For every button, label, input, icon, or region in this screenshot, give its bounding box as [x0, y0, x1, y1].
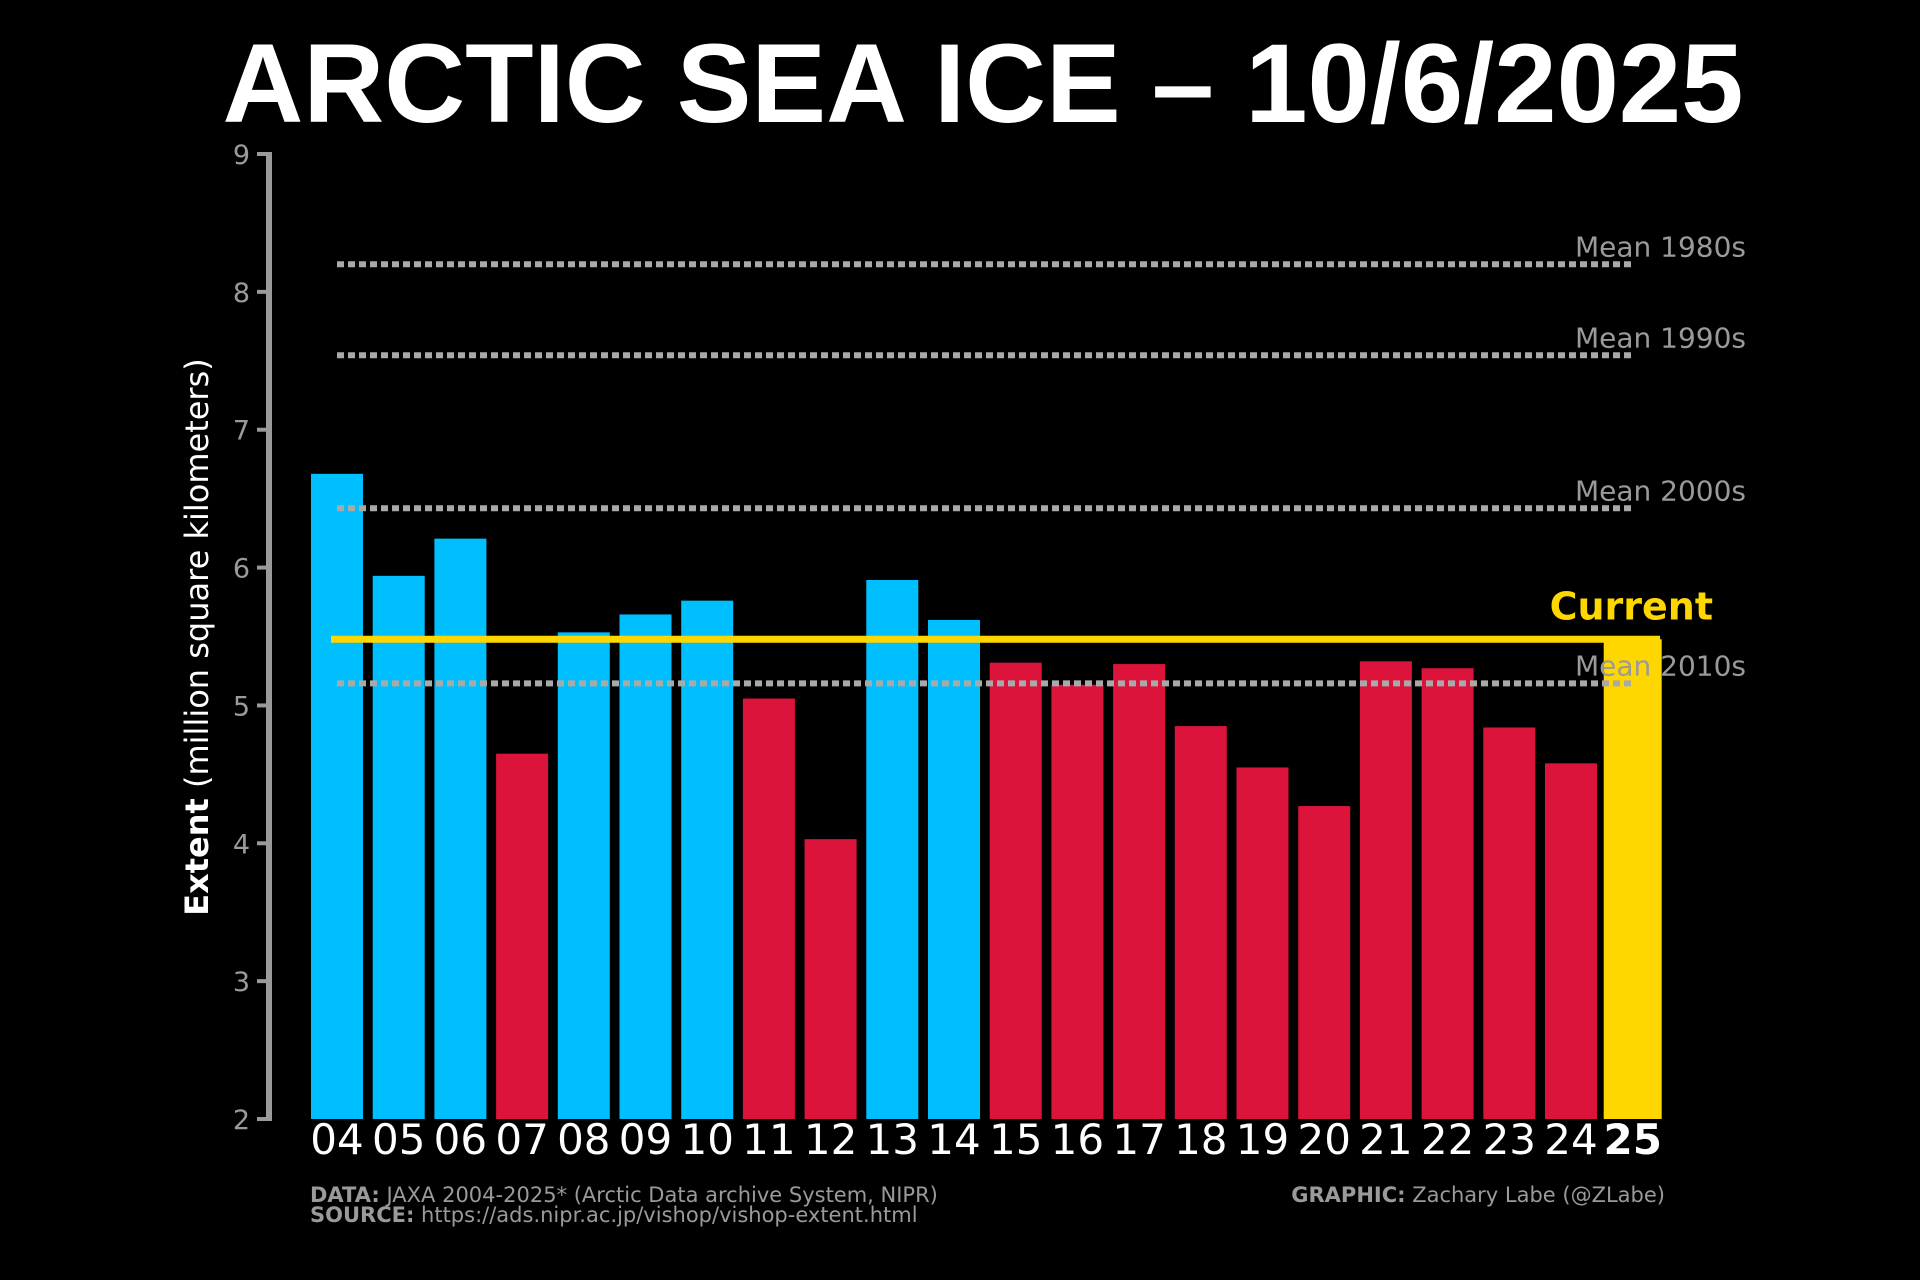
x-tick-09: 09 — [619, 1115, 672, 1164]
y-tick-label: 9 — [233, 140, 250, 171]
x-tick-20: 20 — [1297, 1115, 1350, 1164]
footer-source: SOURCE: https://ads.nipr.ac.jp/vishop/vi… — [310, 1203, 918, 1227]
x-tick-14: 14 — [927, 1115, 980, 1164]
bar-09 — [619, 614, 672, 1119]
bar-04 — [311, 473, 363, 1119]
y-tick-label: 2 — [233, 1105, 250, 1136]
y-axis-label-units: (million square kilometers) — [178, 358, 216, 798]
footer-graphic-text: Zachary Labe (@ZLabe) — [1406, 1183, 1665, 1207]
y-tick-label: 7 — [233, 416, 250, 447]
x-tick-18: 18 — [1174, 1115, 1227, 1164]
mean-line-label: Mean 1990s — [1575, 321, 1746, 354]
x-tick-25: 25 — [1603, 1115, 1661, 1164]
bar-22 — [1421, 668, 1474, 1119]
mean-line-label: Mean 1980s — [1575, 230, 1746, 263]
x-tick-labels: 04 05 06 07 08 09 10 11 12 13 14 15 16 17 18 19 20 21 22 23… — [310, 1115, 1662, 1164]
x-tick-10: 10 — [680, 1115, 733, 1164]
y-tick-label: 4 — [233, 829, 250, 860]
bar-05 — [372, 575, 425, 1119]
y-tick-label: 5 — [233, 691, 250, 722]
bar-14 — [928, 619, 980, 1119]
bar-15 — [989, 662, 1042, 1119]
y-tick-label: 6 — [233, 554, 250, 585]
mean-line-label: Mean 2000s — [1575, 474, 1746, 507]
bar-17 — [1113, 664, 1166, 1119]
y-tick-label: 3 — [233, 967, 250, 998]
bar-07 — [496, 753, 549, 1119]
bar-11 — [742, 698, 795, 1119]
x-tick-19: 19 — [1236, 1115, 1289, 1164]
bar-08 — [557, 632, 610, 1119]
bar-25 — [1603, 639, 1662, 1119]
footer-data: DATA: JAXA 2004-2025* (Arctic Data archi… — [310, 1183, 938, 1207]
x-tick-16: 16 — [1051, 1115, 1104, 1164]
bar-19 — [1236, 767, 1289, 1119]
footer-data-text: JAXA 2004-2025* (Arctic Data archive Sys… — [380, 1183, 938, 1207]
bar-06 — [434, 538, 487, 1119]
bar-18 — [1174, 726, 1227, 1119]
x-tick-12: 12 — [804, 1115, 857, 1164]
bar-24 — [1545, 763, 1597, 1119]
x-tick-11: 11 — [742, 1115, 795, 1164]
x-tick-06: 06 — [434, 1115, 487, 1164]
bar-23 — [1483, 727, 1536, 1119]
bar-16 — [1051, 684, 1104, 1119]
bar-12 — [804, 839, 857, 1119]
x-tick-08: 08 — [557, 1115, 610, 1164]
y-tick-label: 8 — [233, 278, 250, 309]
x-tick-04: 04 — [310, 1115, 363, 1164]
y-axis: 2 3 4 5 6 7 8 9 — [233, 140, 272, 1136]
bars — [311, 473, 1662, 1119]
x-tick-23: 23 — [1483, 1115, 1536, 1164]
bar-10 — [681, 600, 734, 1119]
x-tick-17: 17 — [1112, 1115, 1165, 1164]
bar-13 — [866, 579, 919, 1119]
x-tick-21: 21 — [1359, 1115, 1412, 1164]
y-axis-label: Extent (million square kilometers) — [178, 358, 216, 915]
y-axis-label-bold: Extent — [178, 798, 216, 916]
x-tick-22: 22 — [1421, 1115, 1474, 1164]
x-tick-13: 13 — [866, 1115, 919, 1164]
footer-graphic-label: GRAPHIC: — [1291, 1183, 1405, 1207]
mean-line-label: Mean 2010s — [1575, 649, 1746, 682]
footer-source-text: https://ads.nipr.ac.jp/vishop/vishop-ext… — [414, 1203, 917, 1227]
bar-21 — [1359, 661, 1412, 1119]
x-tick-15: 15 — [989, 1115, 1042, 1164]
x-tick-05: 05 — [372, 1115, 425, 1164]
current-label: Current — [1550, 584, 1713, 628]
chart-title: ARCTIC SEA ICE – 10/6/2025 — [223, 21, 1744, 146]
reference-lines: Mean 1980s Mean 1990s Mean 2000s Mean 2010s… — [331, 230, 1746, 687]
x-tick-24: 24 — [1544, 1115, 1597, 1164]
x-tick-07: 07 — [495, 1115, 548, 1164]
footer-graphic: GRAPHIC: Zachary Labe (@ZLabe) — [1291, 1183, 1665, 1207]
footer-source-label: SOURCE: — [310, 1203, 414, 1227]
bar-20 — [1298, 806, 1351, 1119]
footer-data-label: DATA: — [310, 1183, 380, 1207]
